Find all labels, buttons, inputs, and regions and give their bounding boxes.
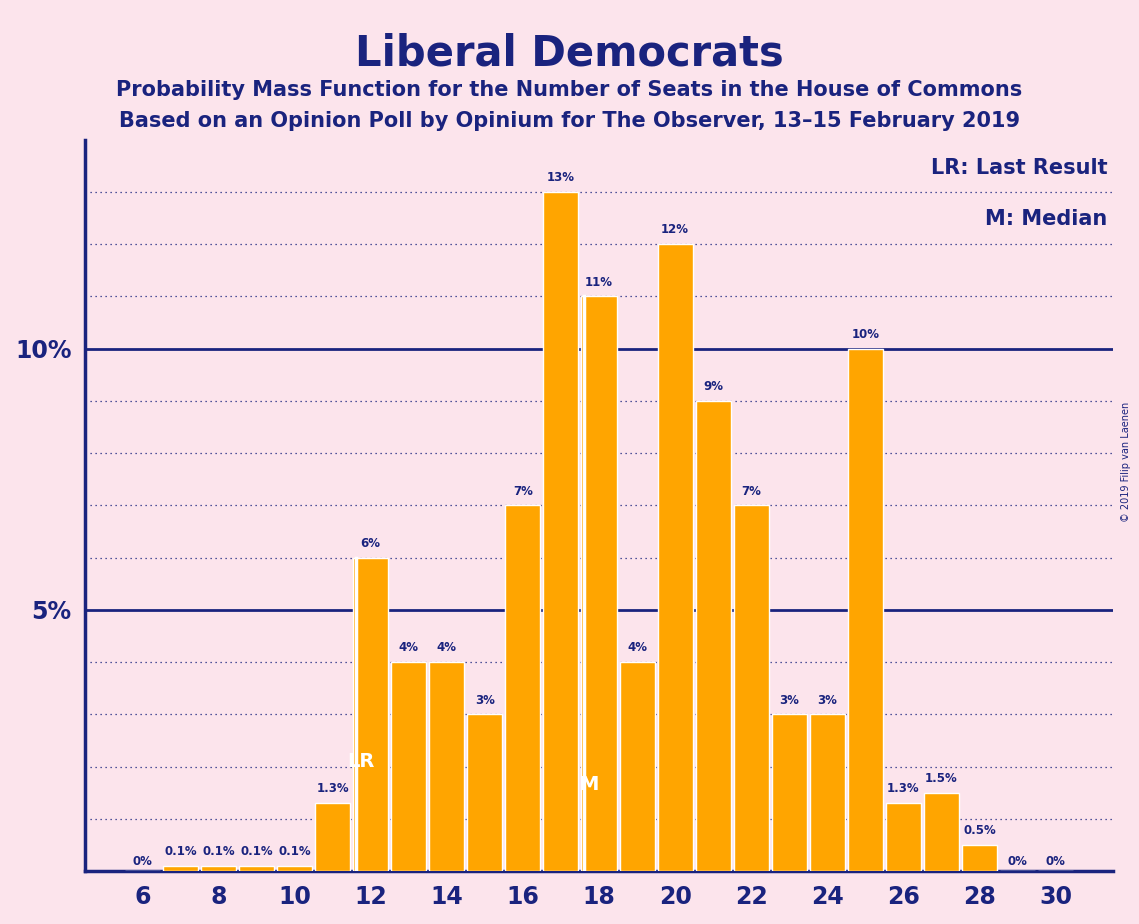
Text: 4%: 4%	[437, 641, 457, 654]
Bar	[277, 866, 312, 871]
Bar	[657, 244, 693, 871]
Text: 10%: 10%	[851, 328, 879, 341]
Text: 3%: 3%	[779, 694, 800, 707]
Bar	[239, 866, 274, 871]
Bar	[163, 866, 198, 871]
Bar	[734, 505, 769, 871]
Text: 7%: 7%	[741, 484, 761, 498]
Text: 0.1%: 0.1%	[278, 845, 311, 858]
Text: 13%: 13%	[547, 171, 575, 184]
Text: 0%: 0%	[1008, 856, 1027, 869]
Text: 9%: 9%	[703, 380, 723, 393]
Text: 1.3%: 1.3%	[317, 783, 349, 796]
Bar	[353, 558, 388, 871]
Bar	[620, 663, 655, 871]
Bar	[886, 803, 920, 871]
Text: 0.1%: 0.1%	[164, 845, 197, 858]
Bar	[696, 401, 730, 871]
Text: M: M	[580, 775, 599, 795]
Bar	[467, 714, 502, 871]
Text: LR: LR	[347, 752, 375, 771]
Text: 1.3%: 1.3%	[887, 783, 919, 796]
Text: 3%: 3%	[475, 694, 494, 707]
Text: Based on an Opinion Poll by Opinium for The Observer, 13–15 February 2019: Based on an Opinion Poll by Opinium for …	[118, 111, 1021, 131]
Text: 0.1%: 0.1%	[240, 845, 273, 858]
Text: LR: Last Result: LR: Last Result	[931, 158, 1107, 178]
Text: Probability Mass Function for the Number of Seats in the House of Commons: Probability Mass Function for the Number…	[116, 80, 1023, 101]
Text: 4%: 4%	[628, 641, 647, 654]
Text: 11%: 11%	[585, 275, 613, 288]
Text: Liberal Democrats: Liberal Democrats	[355, 32, 784, 74]
Text: 1.5%: 1.5%	[925, 772, 958, 784]
Text: 0.5%: 0.5%	[964, 824, 995, 837]
Bar	[962, 845, 997, 871]
Text: 3%: 3%	[818, 694, 837, 707]
Bar	[543, 192, 579, 871]
Bar	[810, 714, 845, 871]
Text: 0.1%: 0.1%	[203, 845, 235, 858]
Bar	[847, 348, 883, 871]
Text: 6%: 6%	[361, 537, 380, 550]
Text: 0%: 0%	[132, 856, 153, 869]
Text: 4%: 4%	[399, 641, 419, 654]
Text: 0%: 0%	[1046, 856, 1065, 869]
Bar	[582, 297, 616, 871]
Text: M: Median: M: Median	[985, 209, 1107, 229]
Bar	[506, 505, 540, 871]
Text: 7%: 7%	[513, 484, 533, 498]
Bar	[316, 803, 350, 871]
Text: 12%: 12%	[661, 224, 689, 237]
Bar	[392, 663, 426, 871]
Bar	[429, 663, 465, 871]
Bar	[202, 866, 236, 871]
Bar	[772, 714, 806, 871]
Bar	[924, 793, 959, 871]
Text: © 2019 Filip van Laenen: © 2019 Filip van Laenen	[1121, 402, 1131, 522]
